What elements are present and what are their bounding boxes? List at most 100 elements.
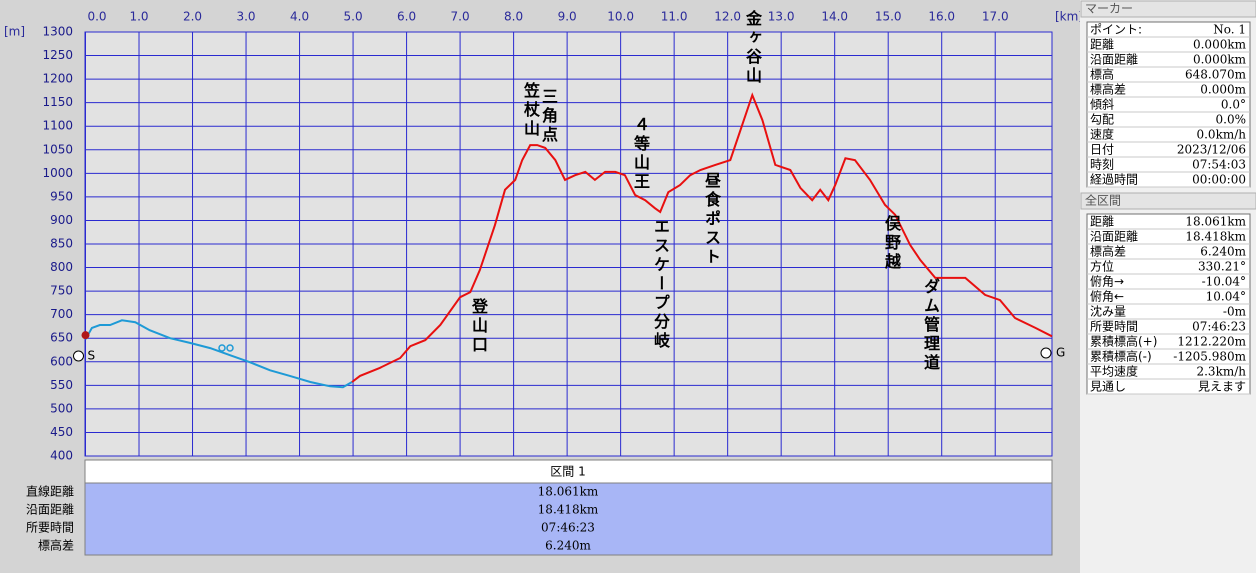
- x-tick-label: 2.0: [183, 10, 202, 24]
- x-tick-label: 7.0: [451, 10, 470, 24]
- panel-value: 07:46:23: [1192, 320, 1246, 334]
- x-tick-label: 1.0: [129, 10, 148, 24]
- y-tick-label: 450: [50, 425, 73, 439]
- panel-label: 見通し: [1090, 380, 1126, 394]
- x-tick-label: 6.0: [397, 10, 416, 24]
- section-body: [84, 482, 1053, 556]
- x-tick-label: 13.0: [768, 10, 795, 24]
- x-tick-label: 5.0: [344, 10, 363, 24]
- y-tick-label: 1300: [42, 25, 73, 39]
- panel-value: 見えます: [1198, 380, 1246, 394]
- x-tick-label: 8.0: [504, 10, 523, 24]
- panel-label: 累積標高(+): [1090, 334, 1157, 349]
- panel-label: 距離: [1090, 38, 1114, 52]
- x-tick-label: 15.0: [875, 10, 902, 24]
- panel-value: 0.000km: [1193, 53, 1247, 67]
- panel-value: 2023/12/06: [1177, 143, 1246, 157]
- panel-value: 18.418km: [1185, 230, 1246, 244]
- y-tick-label: 500: [50, 401, 73, 415]
- y-tick-label: 750: [50, 284, 73, 298]
- hiker-icon: [81, 331, 90, 340]
- panel-label: 方位: [1090, 259, 1114, 274]
- y-tick-label: 850: [50, 237, 73, 251]
- x-tick-label: 16.0: [928, 10, 955, 24]
- y-tick-label: 1150: [42, 95, 73, 109]
- x-tick-label: 11.0: [661, 10, 688, 24]
- y-tick-label: 900: [50, 213, 73, 227]
- panel-label: 経過時間: [1090, 173, 1138, 187]
- row-value: 18.061km: [538, 485, 599, 499]
- panel-label: 沿面距離: [1090, 53, 1138, 67]
- row-label: 直線距離: [26, 484, 74, 499]
- panel-title: 全区間: [1085, 193, 1121, 208]
- panel-label: 日付: [1090, 143, 1114, 157]
- x-tick-label: 14.0: [821, 10, 848, 24]
- annotation: ４等山王: [631, 116, 650, 192]
- y-tick-label: 650: [50, 331, 73, 345]
- panel-value: 00:00:00: [1192, 173, 1246, 187]
- panel-label: 標高差: [1090, 82, 1126, 97]
- profile-line: [351, 92, 1053, 383]
- annotation: 俣野越: [882, 215, 901, 272]
- annotation: 三角点: [539, 88, 558, 145]
- row-label: 沿面距離: [26, 503, 74, 517]
- bike-icon: [218, 344, 226, 352]
- panel-value: 2.3km/h: [1196, 365, 1246, 379]
- x-tick-label: 4.0: [290, 10, 309, 24]
- panel-value: -0m: [1223, 305, 1247, 319]
- panel-value: 1212.220m: [1177, 335, 1246, 349]
- y-tick-label: 800: [50, 260, 73, 274]
- y-tick-label: 1100: [42, 119, 73, 133]
- y-tick-label: 400: [50, 449, 73, 463]
- panel-value: 0.000m: [1200, 83, 1246, 97]
- panel-label: ポイント:: [1090, 23, 1142, 37]
- x-tick-label: 12.0: [714, 10, 741, 24]
- section-header: 区間 1: [550, 465, 585, 479]
- x-tick-label: 0.0: [87, 10, 106, 24]
- panel-label: 速度: [1090, 127, 1114, 142]
- row-label: 標高差: [38, 538, 74, 553]
- panel-value: 0.000km: [1193, 38, 1247, 52]
- panel-table: [1086, 21, 1251, 188]
- row-value: 07:46:23: [541, 521, 595, 535]
- annotation: 登山口: [469, 298, 488, 355]
- y-unit: [m]: [4, 25, 25, 39]
- panel-value: 0.0km/h: [1196, 128, 1246, 142]
- x-tick-label: 10.0: [607, 10, 634, 24]
- panel-value: 6.240m: [1200, 245, 1246, 259]
- panel-value: 0.0%: [1216, 113, 1247, 127]
- profile-line: [84, 319, 353, 389]
- x-unit: [km]: [1055, 10, 1083, 24]
- panel-label: 俯角←: [1090, 289, 1124, 304]
- y-tick-label: 600: [50, 354, 73, 368]
- y-tick-label: 700: [50, 307, 73, 321]
- row-value: 6.240m: [545, 539, 591, 553]
- row-value: 18.418km: [538, 503, 599, 517]
- y-tick-label: 1250: [42, 48, 73, 62]
- panel-value: 330.21°: [1198, 260, 1246, 274]
- y-tick-label: 1200: [42, 72, 73, 86]
- panel-header: [1080, 192, 1256, 210]
- panel-value: 648.070m: [1185, 68, 1247, 82]
- annotation: ダム管理道: [921, 278, 940, 373]
- panel-label: 距離: [1090, 215, 1114, 229]
- annotation: 昼食ポスト: [702, 172, 721, 267]
- panel-label: 時刻: [1090, 158, 1114, 172]
- x-tick-label: 9.0: [558, 10, 577, 24]
- panel-value: 0.0°: [1221, 98, 1246, 112]
- panel-title: マーカー: [1085, 2, 1133, 16]
- panel-label: 沿面距離: [1090, 230, 1138, 244]
- panel-value: 18.061km: [1185, 215, 1246, 229]
- annotation: エスケープ分岐: [651, 218, 670, 351]
- start-label: S: [88, 349, 96, 363]
- bike-icon: [226, 344, 234, 352]
- panel-value: 10.04°: [1206, 290, 1246, 304]
- panel-value: 07:54:03: [1192, 158, 1246, 172]
- panel-label: 平均速度: [1090, 364, 1138, 379]
- y-tick-label: 950: [50, 189, 73, 203]
- panel-value: -1205.980m: [1173, 350, 1246, 364]
- panel-label: 勾配: [1090, 113, 1114, 127]
- row-label: 所要時間: [26, 521, 74, 535]
